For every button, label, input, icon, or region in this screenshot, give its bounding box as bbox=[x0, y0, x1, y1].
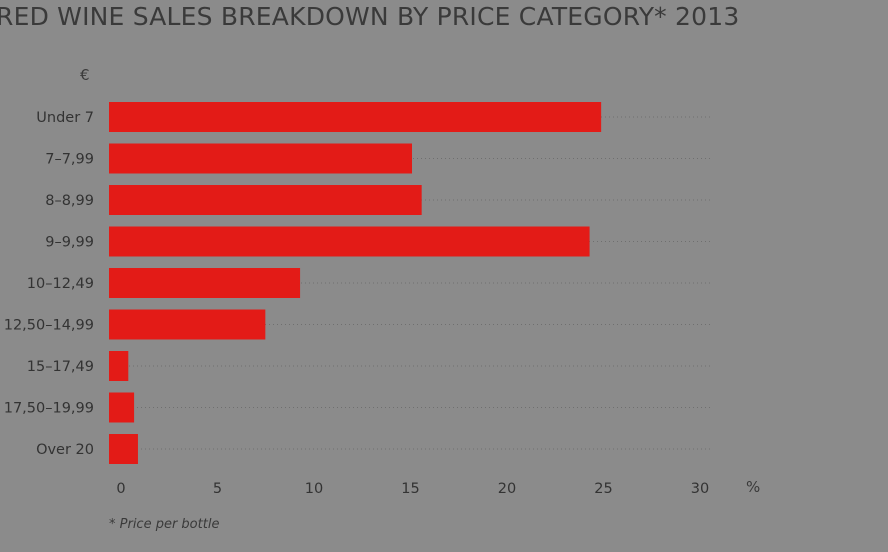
category-label: 7–7,99 bbox=[45, 152, 94, 168]
bar bbox=[109, 434, 138, 464]
bar bbox=[109, 143, 413, 174]
category-label: 15–17,49 bbox=[27, 359, 94, 375]
bar bbox=[109, 185, 422, 215]
x-tick-label: 10 bbox=[305, 481, 323, 497]
bar bbox=[109, 351, 129, 381]
category-label: Over 20 bbox=[36, 442, 94, 458]
x-tick-label: 15 bbox=[401, 481, 419, 497]
percent-axis-label: % bbox=[746, 478, 761, 496]
bar bbox=[109, 309, 266, 340]
category-label: 9–9,99 bbox=[45, 235, 94, 251]
currency-axis-label: € bbox=[80, 66, 90, 84]
x-tick-label: 0 bbox=[116, 481, 125, 497]
bar bbox=[109, 102, 602, 132]
x-tick-label: 20 bbox=[498, 481, 516, 497]
x-tick-label: 30 bbox=[691, 481, 709, 497]
category-label: Under 7 bbox=[36, 110, 94, 126]
bar bbox=[109, 268, 301, 298]
chart-title: RED WINE SALES BREAKDOWN BY PRICE CATEGO… bbox=[0, 2, 740, 31]
x-tick-label: 5 bbox=[213, 481, 222, 497]
category-label: 10–12,49 bbox=[27, 276, 94, 292]
bar bbox=[109, 226, 590, 257]
category-label: 8–8,99 bbox=[45, 193, 94, 209]
x-tick-label: 25 bbox=[594, 481, 612, 497]
category-label: 17,50–19,99 bbox=[4, 401, 94, 417]
footnote: * Price per bottle bbox=[109, 517, 220, 532]
bar bbox=[109, 392, 135, 423]
category-label: 12,50–14,99 bbox=[4, 318, 94, 334]
